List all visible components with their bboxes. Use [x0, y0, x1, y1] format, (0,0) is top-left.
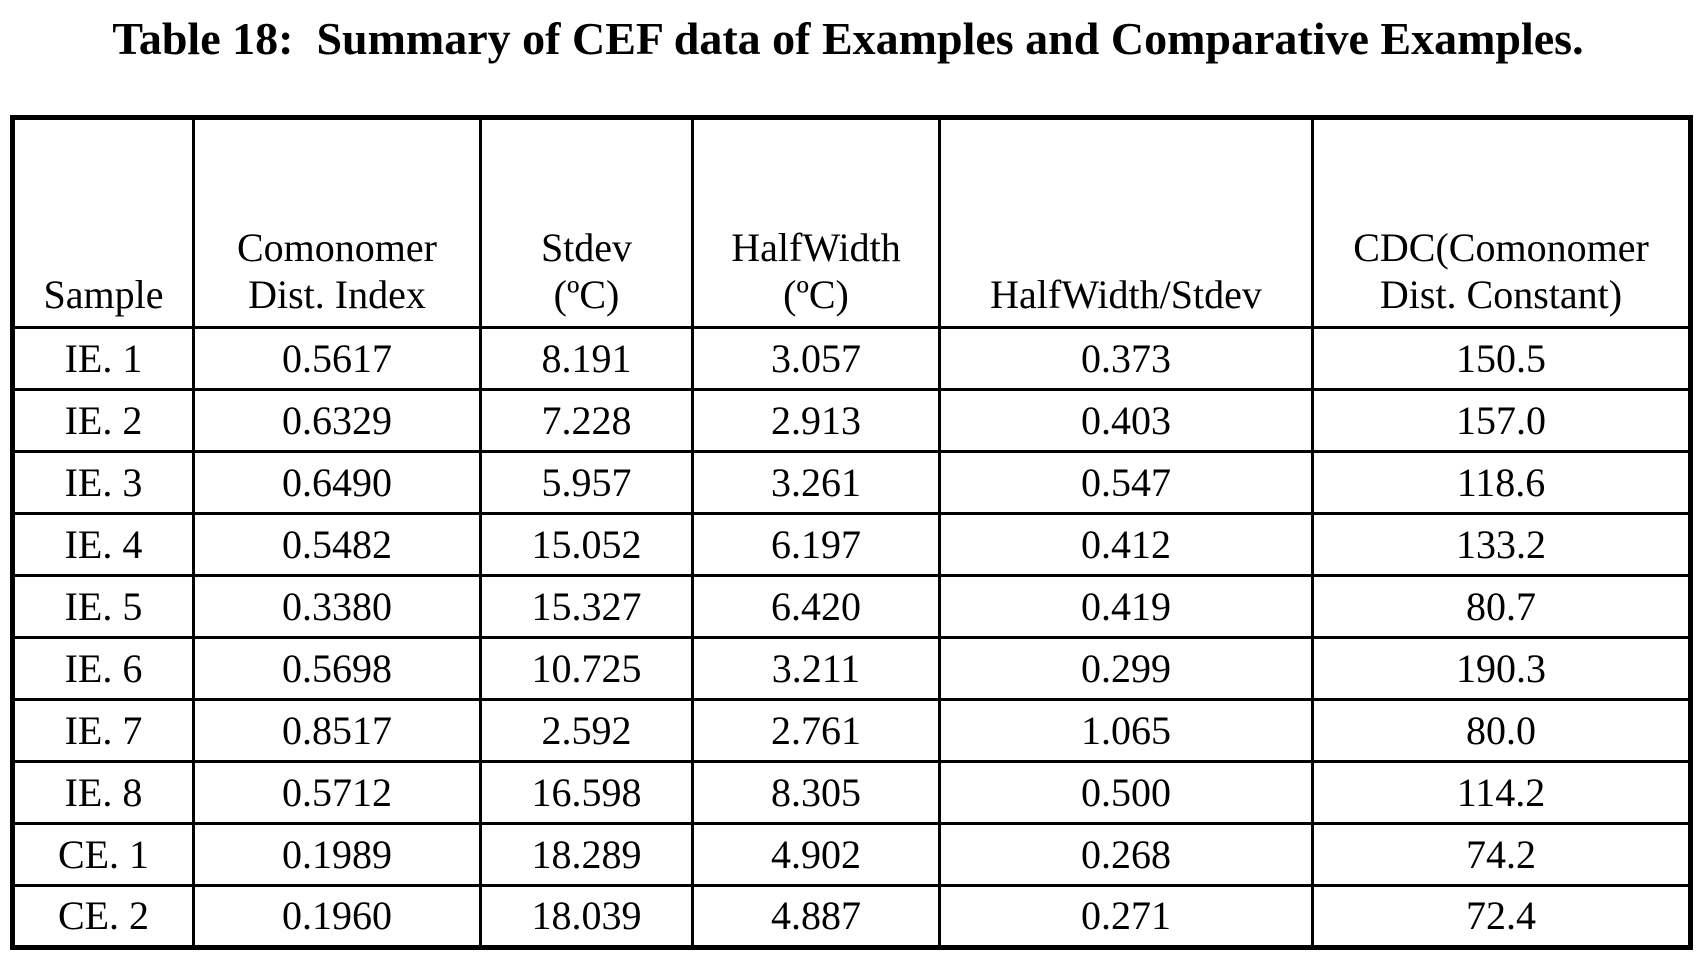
header-line-2: Dist. Index — [248, 271, 426, 317]
table-row: CE. 1 0.1989 18.289 4.902 0.268 74.2 — [11, 822, 1692, 887]
cell-halfwidth-stdev: 0.271 — [938, 884, 1314, 949]
header-line-2: Sample — [43, 271, 164, 317]
cell-comonomer-dist-index: 0.3380 — [192, 574, 482, 639]
cell-cdc: 114.2 — [1311, 760, 1692, 825]
cell-halfwidth: 4.902 — [691, 822, 941, 887]
table-row: IE. 2 0.6329 7.228 2.913 0.403 157.0 — [11, 388, 1692, 453]
table-row: IE. 7 0.8517 2.592 2.761 1.065 80.0 — [11, 698, 1692, 763]
cell-stdev: 7.228 — [479, 388, 694, 453]
cell-sample: IE. 2 — [11, 388, 195, 453]
table-row: IE. 6 0.5698 10.725 3.211 0.299 190.3 — [11, 636, 1692, 701]
cell-sample: IE. 6 — [11, 636, 195, 701]
cell-comonomer-dist-index: 0.6329 — [192, 388, 482, 453]
column-header-halfwidth: HalfWidth (ºC) — [691, 116, 941, 329]
cell-cdc: 157.0 — [1311, 388, 1692, 453]
cell-sample: CE. 1 — [11, 822, 195, 887]
cell-stdev: 16.598 — [479, 760, 694, 825]
header-line-1: HalfWidth — [731, 224, 901, 270]
cell-cdc: 80.7 — [1311, 574, 1692, 639]
header-line-1: Stdev — [540, 224, 633, 270]
cell-stdev: 10.725 — [479, 636, 694, 701]
cell-sample: IE. 7 — [11, 698, 195, 763]
cell-halfwidth-stdev: 0.412 — [938, 512, 1314, 577]
cell-comonomer-dist-index: 0.5482 — [192, 512, 482, 577]
cell-halfwidth: 6.420 — [691, 574, 941, 639]
cell-halfwidth-stdev: 0.403 — [938, 388, 1314, 453]
cell-halfwidth: 4.887 — [691, 884, 941, 949]
cell-comonomer-dist-index: 0.5712 — [192, 760, 482, 825]
table-row: IE. 8 0.5712 16.598 8.305 0.500 114.2 — [11, 760, 1692, 825]
cell-halfwidth-stdev: 0.419 — [938, 574, 1314, 639]
cell-halfwidth-stdev: 1.065 — [938, 698, 1314, 763]
cell-halfwidth-stdev: 0.373 — [938, 326, 1314, 391]
table-row: IE. 3 0.6490 5.957 3.261 0.547 118.6 — [11, 450, 1692, 515]
cell-halfwidth: 3.211 — [691, 636, 941, 701]
cef-data-table: Sample Comonomer Dist. Index Stdev (ºC) … — [10, 115, 1693, 950]
cell-cdc: 72.4 — [1311, 884, 1692, 949]
cell-comonomer-dist-index: 0.8517 — [192, 698, 482, 763]
cell-cdc: 190.3 — [1311, 636, 1692, 701]
cell-sample: IE. 8 — [11, 760, 195, 825]
cell-halfwidth-stdev: 0.500 — [938, 760, 1314, 825]
header-line-2: (ºC) — [783, 271, 849, 317]
cell-sample: IE. 4 — [11, 512, 195, 577]
cell-halfwidth: 3.057 — [691, 326, 941, 391]
cell-comonomer-dist-index: 0.5617 — [192, 326, 482, 391]
cell-stdev: 5.957 — [479, 450, 694, 515]
cell-cdc: 80.0 — [1311, 698, 1692, 763]
cell-cdc: 74.2 — [1311, 822, 1692, 887]
cell-sample: IE. 3 — [11, 450, 195, 515]
cell-halfwidth-stdev: 0.268 — [938, 822, 1314, 887]
header-line-2: (ºC) — [553, 271, 620, 317]
cell-halfwidth-stdev: 0.299 — [938, 636, 1314, 701]
cell-cdc: 150.5 — [1311, 326, 1692, 391]
cell-stdev: 18.289 — [479, 822, 694, 887]
table-body: IE. 1 0.5617 8.191 3.057 0.373 150.5 IE.… — [11, 326, 1692, 949]
cell-halfwidth: 6.197 — [691, 512, 941, 577]
header-row: Sample Comonomer Dist. Index Stdev (ºC) … — [11, 116, 1692, 329]
table-row: CE. 2 0.1960 18.039 4.887 0.271 72.4 — [11, 884, 1692, 949]
column-header-comonomer-dist-index: Comonomer Dist. Index — [192, 116, 482, 329]
cell-comonomer-dist-index: 0.1960 — [192, 884, 482, 949]
column-header-stdev: Stdev (ºC) — [479, 116, 694, 329]
column-header-halfwidth-stdev: HalfWidth/Stdev — [938, 116, 1314, 329]
cell-halfwidth: 2.761 — [691, 698, 941, 763]
cell-stdev: 18.039 — [479, 884, 694, 949]
column-header-cdc: CDC(Comonomer Dist. Constant) — [1311, 116, 1692, 329]
table-header: Sample Comonomer Dist. Index Stdev (ºC) … — [11, 116, 1692, 329]
cell-halfwidth-stdev: 0.547 — [938, 450, 1314, 515]
table-row: IE. 4 0.5482 15.052 6.197 0.412 133.2 — [11, 512, 1692, 577]
cell-comonomer-dist-index: 0.6490 — [192, 450, 482, 515]
cell-stdev: 8.191 — [479, 326, 694, 391]
cell-sample: CE. 2 — [11, 884, 195, 949]
cell-halfwidth: 8.305 — [691, 760, 941, 825]
cell-sample: IE. 5 — [11, 574, 195, 639]
cell-sample: IE. 1 — [11, 326, 195, 391]
header-line-2: Dist. Constant) — [1379, 271, 1623, 317]
cell-stdev: 15.052 — [479, 512, 694, 577]
cell-stdev: 2.592 — [479, 698, 694, 763]
table-row: IE. 1 0.5617 8.191 3.057 0.373 150.5 — [11, 326, 1692, 391]
cell-comonomer-dist-index: 0.1989 — [192, 822, 482, 887]
column-header-sample: Sample — [11, 116, 195, 329]
cell-cdc: 118.6 — [1311, 450, 1692, 515]
header-line-1: CDC(Comonomer — [1353, 224, 1649, 270]
header-line-2: HalfWidth/Stdev — [990, 271, 1262, 317]
cell-halfwidth: 2.913 — [691, 388, 941, 453]
cell-halfwidth: 3.261 — [691, 450, 941, 515]
cell-cdc: 133.2 — [1311, 512, 1692, 577]
table-row: IE. 5 0.3380 15.327 6.420 0.419 80.7 — [11, 574, 1692, 639]
cell-stdev: 15.327 — [479, 574, 694, 639]
header-line-1: Comonomer — [237, 224, 437, 270]
table-title: Table 18: Summary of CEF data of Example… — [112, 13, 1584, 64]
cell-comonomer-dist-index: 0.5698 — [192, 636, 482, 701]
